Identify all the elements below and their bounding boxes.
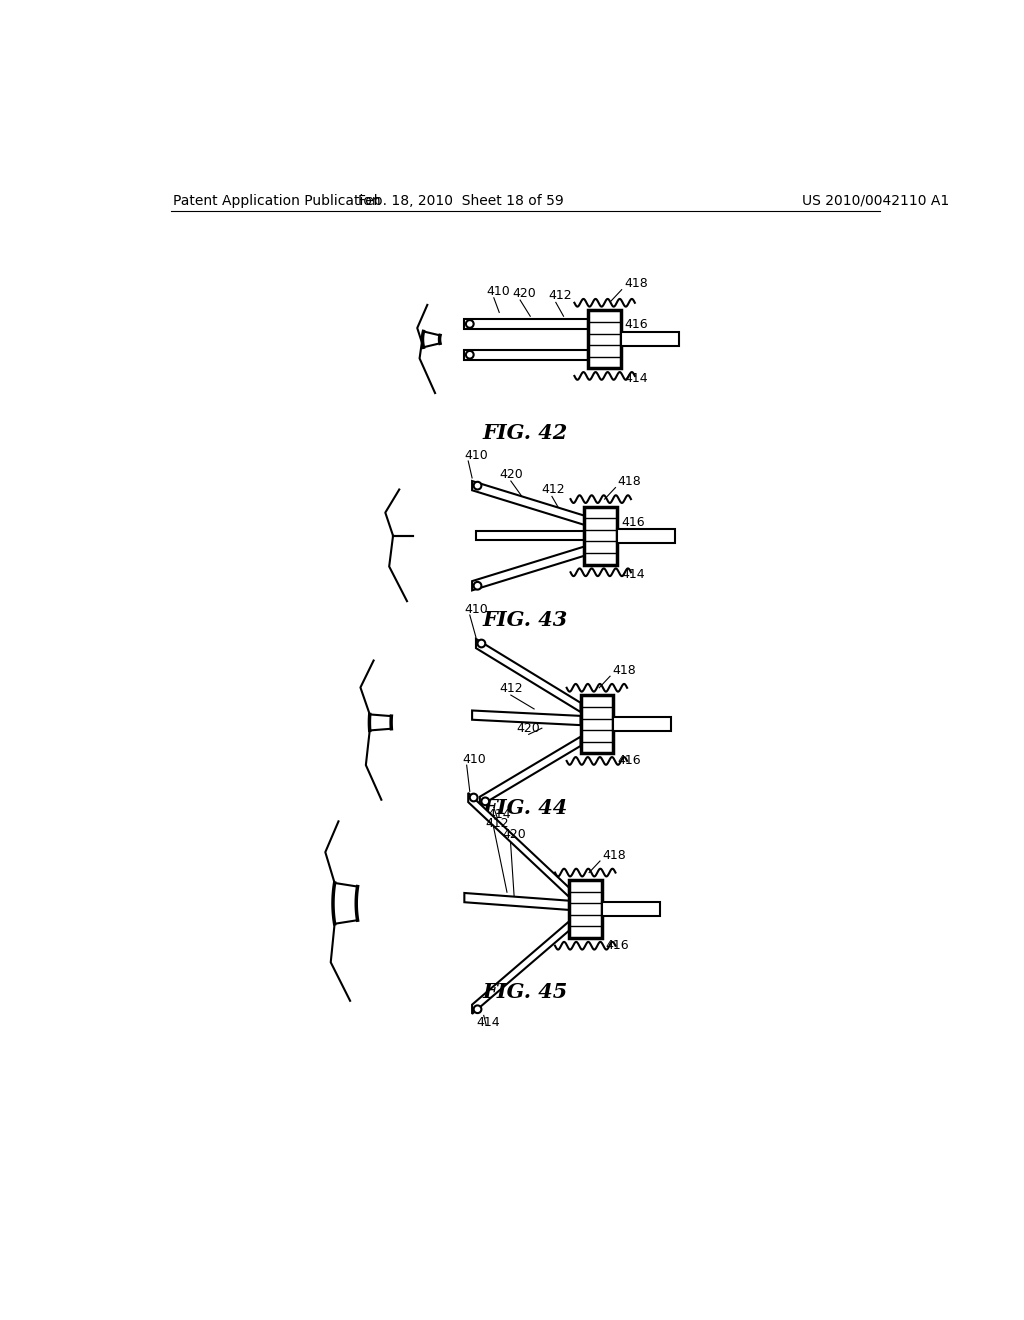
- Polygon shape: [472, 480, 585, 525]
- Polygon shape: [464, 892, 569, 909]
- Text: 414: 414: [487, 808, 511, 821]
- Text: 420: 420: [516, 722, 540, 735]
- Text: 416: 416: [617, 754, 641, 767]
- Text: 416: 416: [625, 318, 648, 331]
- Text: 412: 412: [485, 817, 509, 830]
- Circle shape: [470, 793, 477, 801]
- Text: 412: 412: [542, 483, 565, 496]
- Text: 410: 410: [486, 285, 510, 298]
- Text: 412: 412: [500, 682, 523, 696]
- Polygon shape: [476, 639, 581, 711]
- Bar: [621, 333, 679, 346]
- Polygon shape: [472, 710, 581, 725]
- Text: 412: 412: [548, 289, 571, 302]
- Text: Feb. 18, 2010  Sheet 18 of 59: Feb. 18, 2010 Sheet 18 of 59: [358, 194, 564, 207]
- Circle shape: [466, 321, 474, 327]
- Text: 414: 414: [625, 372, 648, 385]
- Text: 416: 416: [621, 516, 644, 529]
- Bar: [617, 529, 675, 543]
- Polygon shape: [480, 737, 581, 807]
- Bar: [569, 880, 601, 939]
- Text: 410: 410: [462, 752, 485, 766]
- Bar: [581, 696, 613, 754]
- Text: 414: 414: [476, 1016, 500, 1030]
- Bar: [601, 903, 659, 916]
- Text: 420: 420: [503, 828, 526, 841]
- Text: FIG. 45: FIG. 45: [482, 982, 567, 1002]
- Bar: [589, 310, 621, 368]
- Polygon shape: [472, 546, 585, 590]
- Polygon shape: [476, 531, 585, 540]
- Circle shape: [474, 482, 481, 490]
- Text: 410: 410: [464, 449, 488, 462]
- Text: 416: 416: [605, 939, 629, 952]
- Bar: [464, 350, 589, 360]
- Circle shape: [474, 582, 481, 590]
- Text: 420: 420: [512, 286, 537, 300]
- Text: 414: 414: [621, 569, 644, 581]
- Text: 420: 420: [500, 469, 523, 480]
- Text: 418: 418: [602, 849, 626, 862]
- Polygon shape: [472, 921, 569, 1014]
- Polygon shape: [468, 793, 569, 896]
- Text: US 2010/0042110 A1: US 2010/0042110 A1: [802, 194, 949, 207]
- Circle shape: [474, 1006, 481, 1014]
- Bar: [585, 507, 617, 565]
- Text: FIG. 42: FIG. 42: [482, 424, 567, 444]
- Circle shape: [481, 797, 489, 805]
- Circle shape: [466, 351, 474, 359]
- Circle shape: [477, 640, 485, 647]
- Text: 410: 410: [464, 603, 488, 615]
- Bar: [613, 718, 672, 731]
- Text: FIG. 44: FIG. 44: [482, 797, 567, 817]
- Text: 418: 418: [617, 475, 642, 488]
- Bar: [464, 319, 589, 329]
- Text: FIG. 43: FIG. 43: [482, 610, 567, 631]
- Text: Patent Application Publication: Patent Application Publication: [173, 194, 381, 207]
- Text: 418: 418: [624, 277, 648, 290]
- Text: 418: 418: [612, 664, 636, 677]
